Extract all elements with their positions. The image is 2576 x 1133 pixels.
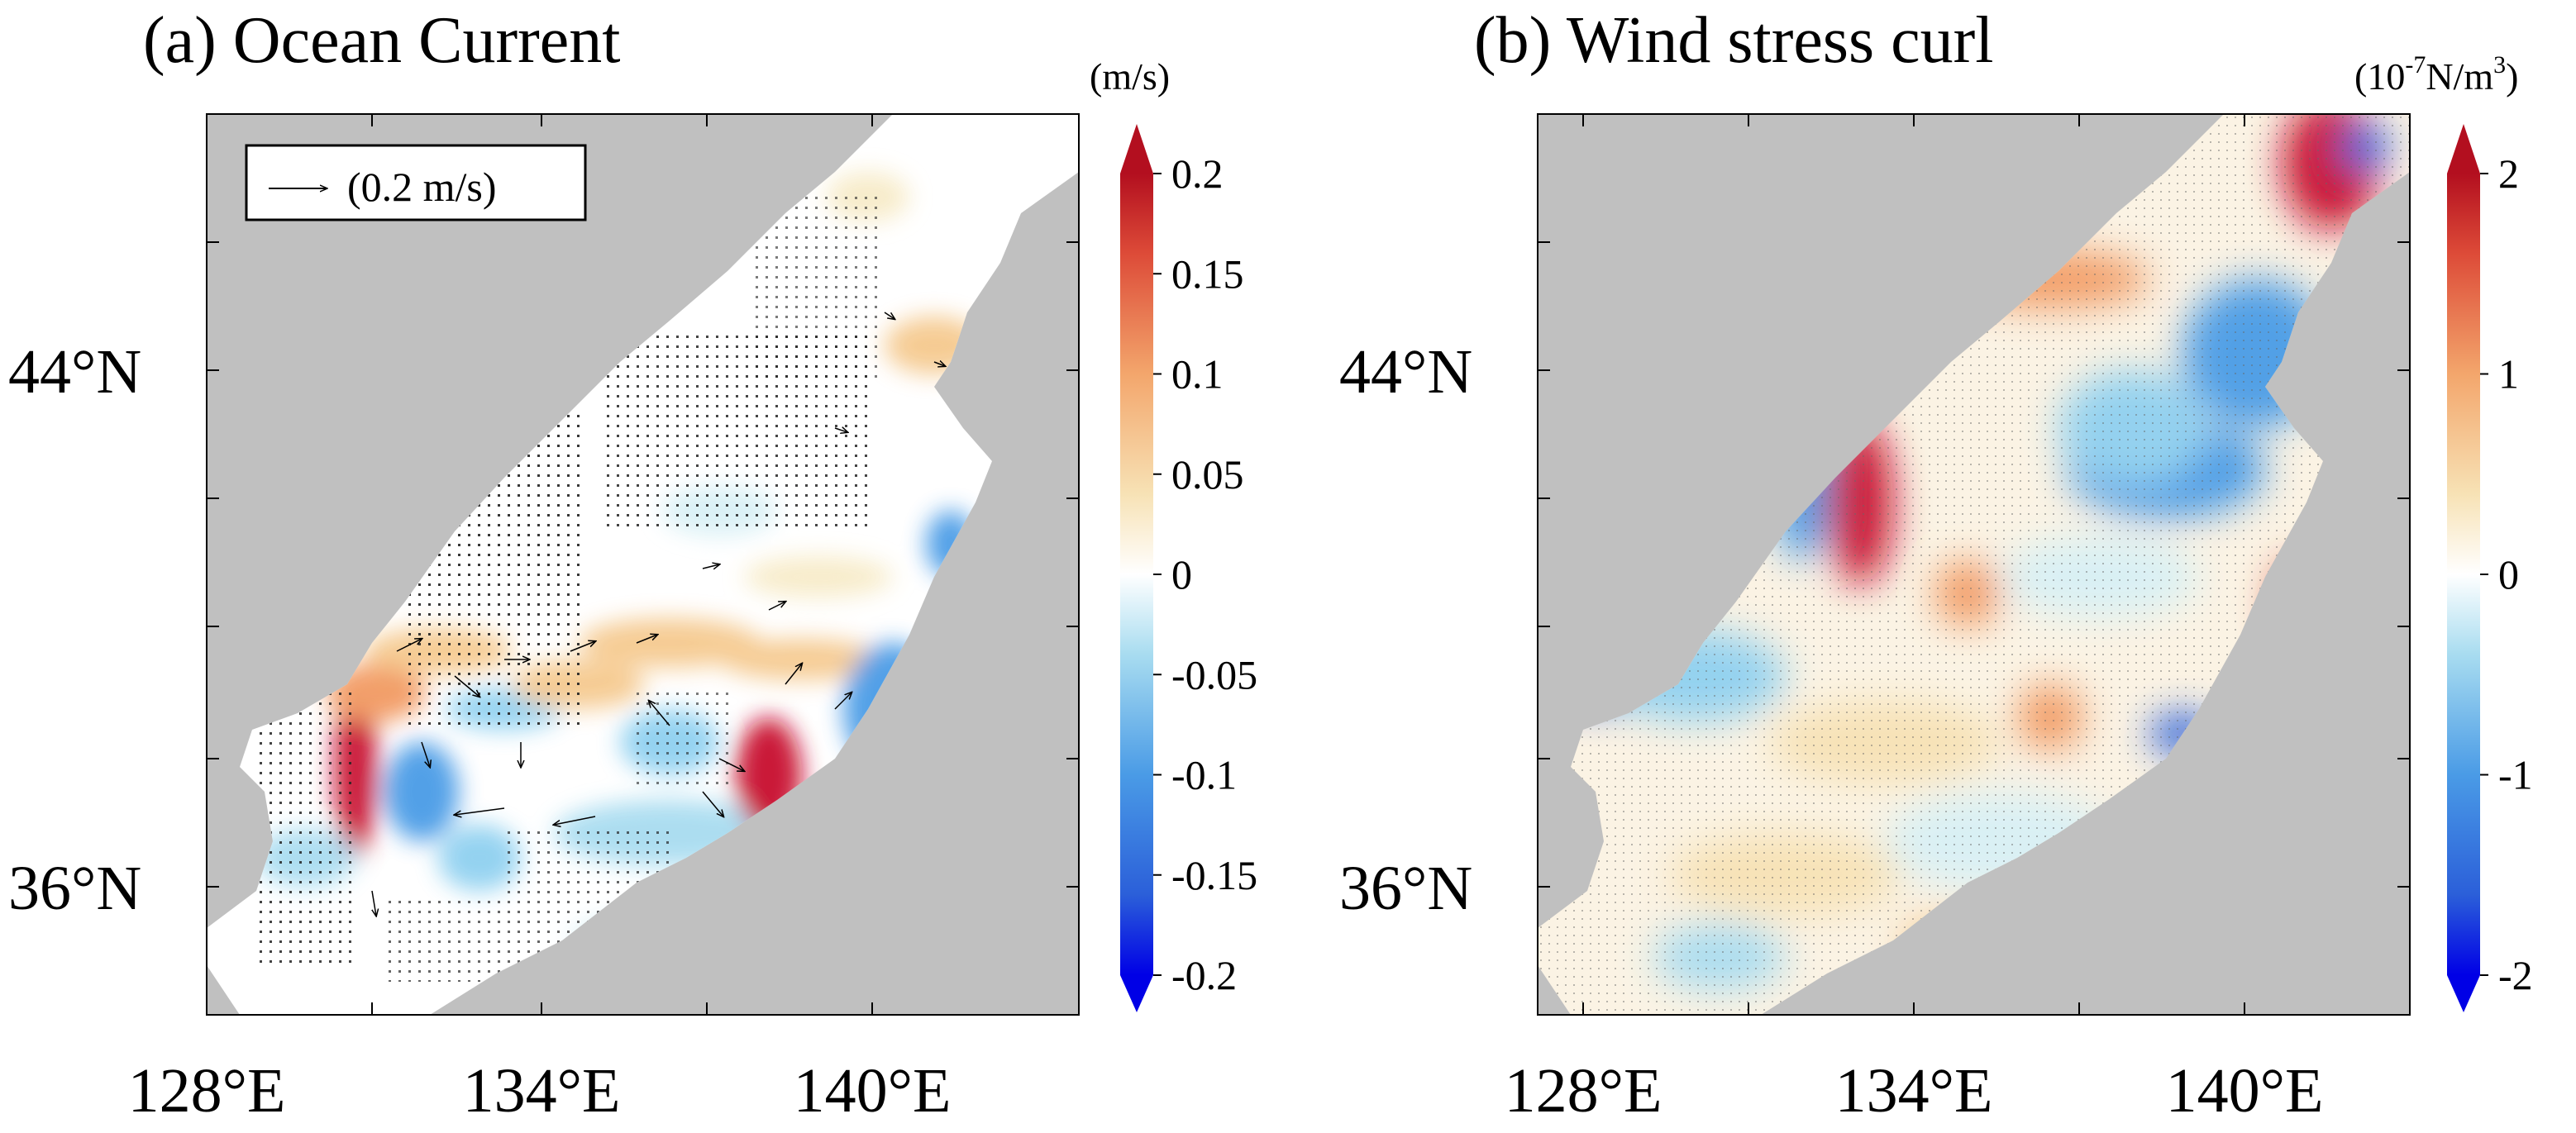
panel-b-title: (b) Wind stress curl — [1474, 4, 1994, 77]
panel-a-colorbar-tick-label: -0.15 — [1171, 852, 1257, 898]
panel-a-colorbar-tick-label: 0.2 — [1171, 150, 1224, 197]
panel-a-colorbar-tick-label: -0.2 — [1171, 952, 1237, 998]
panel-a-colorbar-tick-label: -0.05 — [1171, 651, 1257, 697]
panel-b-ytick-36n: 36°N — [1339, 854, 1472, 923]
panel-a-reference-arrow-box: (0.2 m/s) — [245, 144, 587, 221]
panel-a-xtick-134e: 134°E — [463, 1056, 621, 1126]
panel-a-title: (a) Ocean Current — [143, 4, 620, 77]
panel-a-colorbar-units: (m/s) — [1090, 55, 1170, 98]
panel-a-colorbar: 0.2 0.15 0.1 0.05 0 -0.05 -0.1 -0.15 -0.2 — [1120, 124, 1257, 1012]
panel-a-colorbar-tick-label: 0 — [1171, 551, 1192, 597]
panel-b-colorbar-tick-label: 0 — [2498, 551, 2519, 597]
panel-b-xtick-134e: 134°E — [1835, 1056, 1993, 1126]
panel-a-xtick-128e: 128°E — [128, 1056, 286, 1126]
panel-a-colorbar-tick-label: -0.1 — [1171, 752, 1237, 798]
panel-a-colorbar-tick-label: 0.15 — [1171, 250, 1244, 297]
panel-b-colorbar-units: (10-7N/m3) — [2354, 51, 2518, 98]
panel-b-colorbar-tick-label: -2 — [2498, 952, 2533, 998]
panel-b-xtick-140e: 140°E — [2166, 1056, 2324, 1126]
panel-b-colorbar-tick-label: 1 — [2498, 351, 2519, 398]
panel-b-colorbar: 2 1 0 -1 -2 — [2447, 124, 2533, 1012]
panel-b-colorbar-tick-label: 2 — [2498, 150, 2519, 197]
panel-b-xtick-128e: 128°E — [1505, 1056, 1662, 1126]
panel-a-colorbar-tick-label: 0.1 — [1171, 351, 1224, 398]
panel-b-colorbar-tick-label: -1 — [2498, 752, 2533, 798]
panel-a-map-frame — [206, 113, 1080, 1016]
panel-b-ytick-44n: 44°N — [1339, 337, 1472, 407]
panel-a-xtick-140e: 140°E — [794, 1056, 952, 1126]
panel-a-colorbar-tick-label: 0.05 — [1171, 451, 1244, 497]
panel-b: (b) Wind stress curl (10-7N/m3) — [1339, 4, 2533, 1126]
panel-b-map-frame — [1537, 113, 2411, 1016]
panel-a: (a) Ocean Current (m/s) — [8, 4, 1257, 1126]
panel-a-reference-arrow-label: (0.2 m/s) — [347, 164, 497, 210]
panel-a-ytick-44n: 44°N — [8, 337, 141, 407]
panel-a-ytick-36n: 36°N — [8, 854, 141, 923]
